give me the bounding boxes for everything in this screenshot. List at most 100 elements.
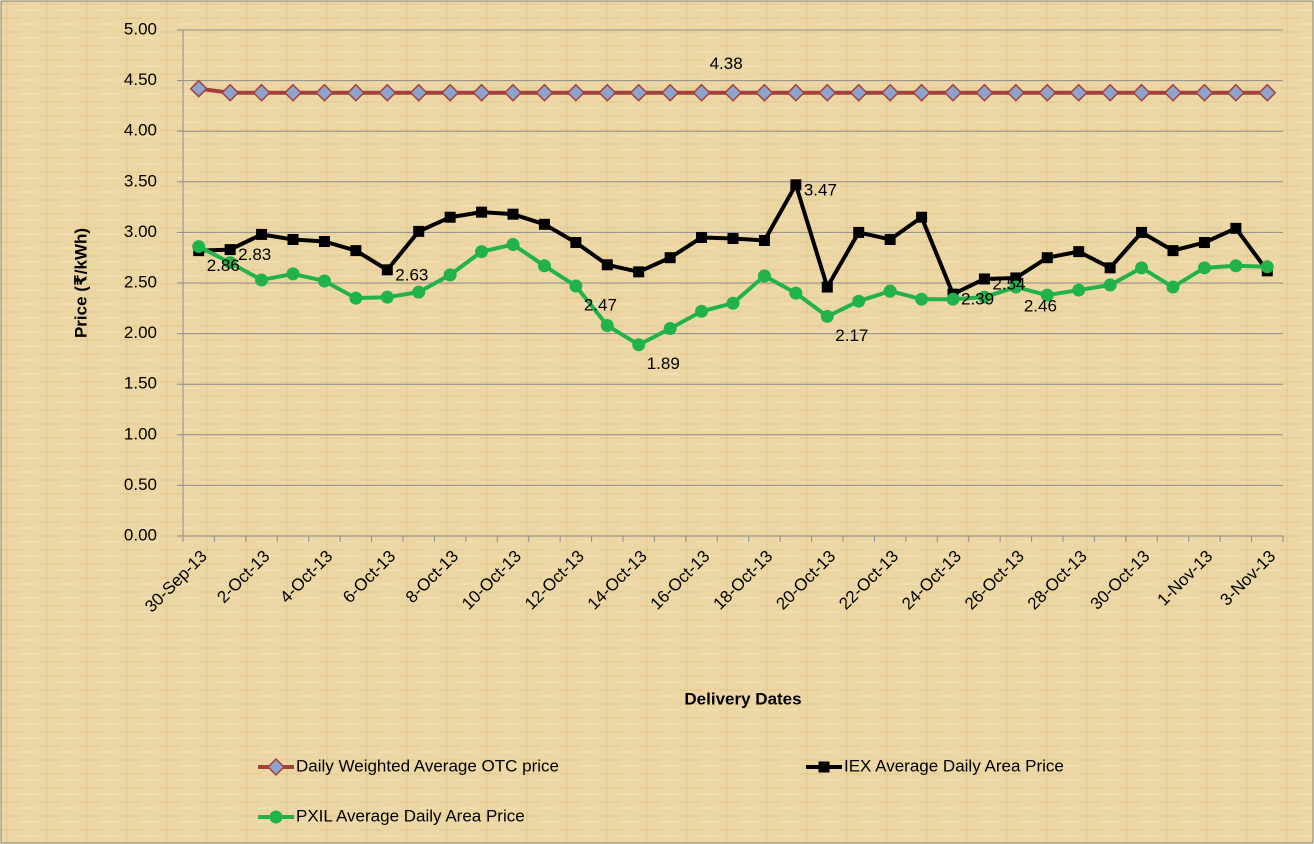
data-label: 2.63 <box>395 265 428 284</box>
data-point <box>472 83 491 102</box>
data-point <box>1104 262 1116 274</box>
data-point <box>503 83 523 102</box>
data-point <box>726 296 740 310</box>
data-point <box>1195 83 1214 102</box>
data-point <box>569 279 583 293</box>
data-point <box>978 273 990 285</box>
data-point <box>629 83 648 102</box>
data-point <box>664 252 676 264</box>
data-label: 2.83 <box>238 245 271 264</box>
data-point <box>915 292 929 306</box>
y-tick-label: 2.50 <box>124 272 157 291</box>
y-tick-label: 1.50 <box>124 374 157 393</box>
data-point <box>661 83 680 102</box>
data-point <box>380 290 394 304</box>
data-label: 2.47 <box>584 296 617 315</box>
data-point <box>443 268 457 282</box>
legend-marker <box>818 761 830 773</box>
data-point <box>820 309 834 323</box>
data-point <box>758 234 770 246</box>
data-point <box>1135 261 1149 275</box>
data-point <box>189 79 208 98</box>
data-point <box>1040 288 1054 302</box>
data-point <box>696 231 708 243</box>
data-point <box>786 83 805 102</box>
data-point <box>1072 283 1086 297</box>
data-point <box>789 286 803 300</box>
data-point <box>566 83 585 102</box>
data-label: 2.86 <box>207 256 240 275</box>
x-axis-title: Delivery Dates <box>684 689 801 708</box>
data-point <box>538 218 550 230</box>
data-point <box>601 259 613 271</box>
data-point <box>1226 83 1245 102</box>
data-point <box>1101 83 1120 102</box>
y-tick-label: 3.50 <box>124 171 157 190</box>
data-point <box>946 292 960 306</box>
data-point <box>287 233 299 245</box>
data-point <box>790 179 802 191</box>
data-point <box>977 290 991 304</box>
data-point <box>570 237 582 249</box>
legend-label: Daily Weighted Average OTC price <box>296 756 559 775</box>
data-label: 1.89 <box>647 354 680 373</box>
y-tick-label: 0.50 <box>124 475 157 494</box>
data-point <box>755 83 774 102</box>
data-point <box>1006 83 1025 102</box>
data-point <box>413 225 425 237</box>
y-tick-label: 0.00 <box>124 525 157 544</box>
data-label: 4.38 <box>710 54 743 73</box>
data-point <box>1041 252 1053 264</box>
y-tick-label: 2.00 <box>124 323 157 342</box>
data-point <box>1136 226 1148 238</box>
data-point <box>476 206 488 218</box>
data-point <box>441 83 460 102</box>
data-point <box>507 208 519 220</box>
data-point <box>975 83 994 102</box>
data-point <box>535 83 554 102</box>
data-point <box>223 256 237 270</box>
data-point <box>506 238 520 252</box>
data-point <box>252 83 271 102</box>
data-point <box>912 83 931 102</box>
data-point <box>1258 83 1277 102</box>
data-point <box>317 274 331 288</box>
data-point <box>283 83 303 102</box>
y-tick-label: 4.50 <box>124 70 157 89</box>
data-point <box>633 266 645 278</box>
data-point <box>381 264 393 276</box>
data-point <box>1010 272 1022 284</box>
legend-label: PXIL Average Daily Area Price <box>296 806 525 825</box>
y-tick-label: 1.00 <box>124 424 157 443</box>
data-point <box>692 83 711 102</box>
data-point <box>1069 83 1088 102</box>
data-point <box>598 83 617 102</box>
legend-marker <box>269 810 283 824</box>
data-point <box>1230 222 1242 234</box>
data-point <box>192 240 206 254</box>
data-point <box>852 294 866 308</box>
y-axis-title: Price (₹/kWh) <box>71 228 90 338</box>
data-point <box>412 285 426 299</box>
data-label: 3.47 <box>804 180 837 199</box>
data-point <box>849 83 868 102</box>
data-point <box>256 228 268 240</box>
data-label: 2.39 <box>961 290 994 309</box>
data-point <box>916 211 928 223</box>
data-point <box>884 233 896 245</box>
y-tick-label: 4.00 <box>124 121 157 140</box>
data-point <box>1038 83 1057 102</box>
data-point <box>853 226 865 238</box>
data-point <box>818 83 837 102</box>
data-point <box>695 304 709 318</box>
data-point <box>255 273 269 287</box>
data-point <box>475 245 489 259</box>
data-point <box>346 83 365 102</box>
data-point <box>881 83 900 102</box>
data-point <box>1009 280 1023 294</box>
data-point <box>1073 246 1085 258</box>
data-point <box>1103 278 1117 292</box>
